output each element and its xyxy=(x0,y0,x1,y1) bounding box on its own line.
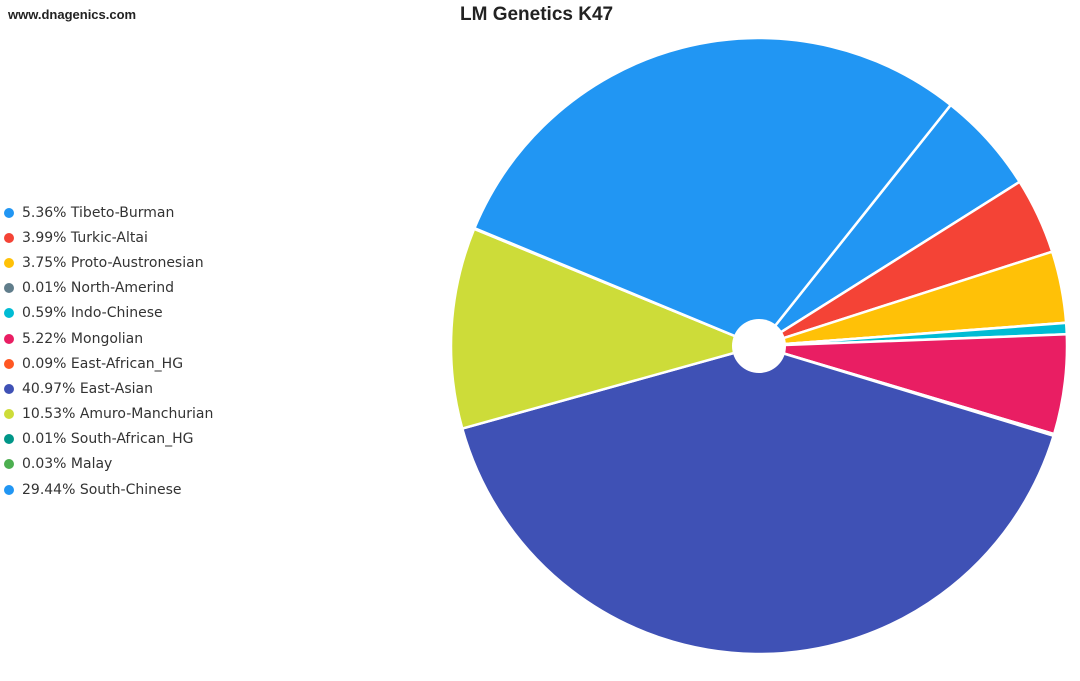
chart-title: LM Genetics K47 xyxy=(460,4,614,25)
legend-label: 0.59% Indo-Chinese xyxy=(22,305,163,322)
legend-label: 3.75% Proto-Austronesian xyxy=(22,254,204,271)
legend-item[interactable]: 5.36% Tibeto-Burman xyxy=(4,200,213,225)
pie-slice[interactable] xyxy=(473,36,952,348)
legend-item[interactable]: 10.53% Amuro-Manchurian xyxy=(4,402,213,427)
legend-marker xyxy=(4,283,14,294)
legend-marker xyxy=(4,484,14,495)
chart-legend: 5.36% Tibeto-Burman 3.99% Turkic-Altai 3.7… xyxy=(4,200,213,502)
legend-item[interactable]: 0.59% Indo-Chinese xyxy=(4,301,213,326)
legend-marker xyxy=(4,257,14,268)
site-url: www.dnagenics.com xyxy=(8,7,137,22)
legend-label: 29.44% South-Chinese xyxy=(22,481,182,498)
legend-label: 0.09% East-African_HG xyxy=(22,355,184,372)
legend-marker xyxy=(4,358,14,369)
legend-marker xyxy=(4,333,14,344)
legend-marker xyxy=(4,434,14,445)
legend-marker xyxy=(4,232,14,243)
legend-item[interactable]: 29.44% South-Chinese xyxy=(4,477,213,502)
legend-marker xyxy=(4,207,14,218)
legend-label: 5.22% Mongolian xyxy=(22,330,144,347)
legend-label: 0.01% South-African_HG xyxy=(22,431,194,448)
legend-item[interactable]: 0.03% Malay xyxy=(4,452,213,477)
legend-item[interactable]: 0.01% South-African_HG xyxy=(4,427,213,452)
legend-marker xyxy=(4,459,14,470)
pie-slice[interactable] xyxy=(461,344,1055,656)
legend-item[interactable]: 40.97% East-Asian xyxy=(4,376,213,401)
pie-center-hole xyxy=(732,319,786,373)
legend-label: 3.99% Turkic-Altai xyxy=(22,229,148,246)
legend-label: 5.36% Tibeto-Burman xyxy=(22,204,175,221)
legend-item[interactable]: 3.99% Turkic-Altai xyxy=(4,225,213,250)
legend-marker xyxy=(4,308,14,319)
legend-marker xyxy=(4,383,14,394)
pie-slice[interactable] xyxy=(449,227,761,430)
legend-label: 0.01% North-Amerind xyxy=(22,280,175,297)
legend-label: 10.53% Amuro-Manchurian xyxy=(22,406,214,423)
legend-label: 40.97% East-Asian xyxy=(22,380,153,397)
legend-item[interactable]: 0.01% North-Amerind xyxy=(4,276,213,301)
legend-label: 0.03% Malay xyxy=(22,456,113,473)
legend-item[interactable]: 5.22% Mongolian xyxy=(4,326,213,351)
legend-marker xyxy=(4,409,14,420)
legend-item[interactable]: 3.75% Proto-Austronesian xyxy=(4,250,213,275)
legend-item[interactable]: 0.09% East-African_HG xyxy=(4,351,213,376)
